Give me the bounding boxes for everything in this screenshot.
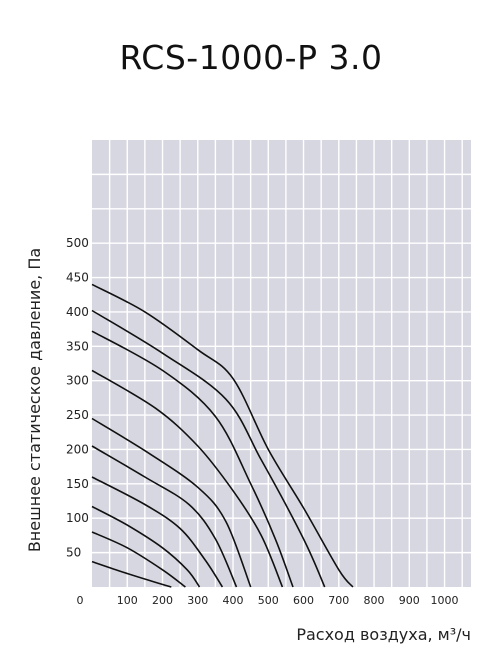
x-tick-label: 100	[117, 594, 138, 607]
y-tick-label: 350	[66, 339, 89, 353]
x-tick-label: 500	[258, 594, 279, 607]
plot-area	[92, 140, 471, 587]
y-tick-label: 300	[66, 374, 89, 388]
x-tick-label: 200	[152, 594, 173, 607]
x-tick-label: 1000	[431, 594, 459, 607]
y-tick-labels: 50 100 150 200 250 300 350 400 450 500	[66, 236, 89, 559]
fan-curve-5	[91, 445, 238, 588]
x-zero-label: 0	[77, 594, 84, 607]
curves	[91, 283, 354, 588]
chart-title: RCS-1000-P 3.0	[119, 38, 383, 77]
fan-curve-2	[91, 531, 186, 588]
x-axis-label: Расход воздуха, м³/ч	[296, 625, 471, 644]
fan-curve-8	[91, 330, 294, 588]
x-tick-label: 400	[223, 594, 244, 607]
y-tick-label: 200	[66, 442, 89, 456]
y-tick-label: 450	[66, 271, 89, 285]
x-tick-label: 300	[187, 594, 208, 607]
x-tick-label: 600	[293, 594, 314, 607]
fan-curve-10	[91, 283, 354, 588]
y-tick-label: 150	[66, 477, 89, 491]
grid	[92, 140, 471, 587]
y-tick-label: 100	[66, 511, 89, 525]
fan-curve-6	[91, 417, 252, 588]
fan-curve-9	[91, 309, 326, 588]
x-tick-label: 800	[364, 594, 385, 607]
x-tick-labels: 100 200 300 400 500 600 700 800 900 1000	[117, 594, 459, 607]
y-tick-label: 50	[66, 546, 81, 560]
fan-curve-3	[91, 505, 201, 588]
y-tick-label: 400	[66, 305, 89, 319]
x-tick-label: 900	[399, 594, 420, 607]
x-tick-label: 700	[328, 594, 349, 607]
y-axis-label: Внешнее статическое давление, Па	[25, 248, 44, 552]
fan-curve-4	[91, 476, 224, 588]
fan-curve-7	[91, 369, 284, 588]
fan-curve-1	[91, 560, 172, 588]
y-tick-label: 250	[66, 408, 89, 422]
y-tick-label: 500	[66, 236, 89, 250]
